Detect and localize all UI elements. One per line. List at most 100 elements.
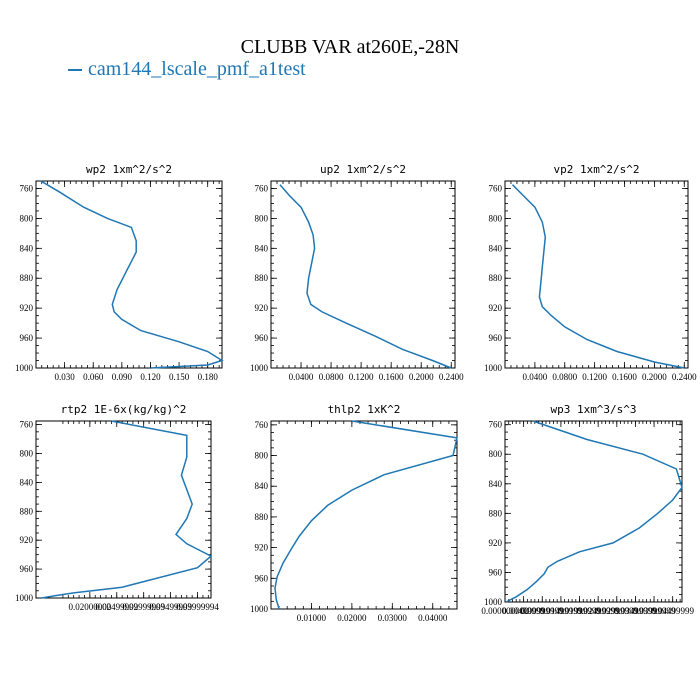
y-tick-label: 960 bbox=[20, 333, 34, 343]
panel-3: vp2 1xm^2/s^2 760 800 840 880 920 960 1000 0.040… bbox=[484, 163, 697, 382]
y-tick-label: 840 bbox=[489, 479, 503, 489]
y-tick-label: 960 bbox=[255, 573, 269, 583]
y-tick-label: 920 bbox=[489, 538, 503, 548]
y-tick-label: 840 bbox=[20, 477, 34, 487]
y-tick-label: 1000 bbox=[250, 604, 269, 614]
x-tick-label: 0.2000 bbox=[642, 372, 667, 382]
y-tick-label: 920 bbox=[20, 535, 34, 545]
y-tick-label: 760 bbox=[255, 183, 269, 193]
plot-frame bbox=[35, 180, 223, 369]
y-tick-label: 840 bbox=[255, 243, 269, 253]
panel-title: thlp2 1xK^2 bbox=[328, 403, 401, 416]
y-tick-label: 800 bbox=[20, 449, 34, 459]
plot-frame bbox=[270, 420, 458, 610]
panel-1: wp2 1xm^2/s^2 760 800 840 880 920 960 1000 0.030… bbox=[15, 163, 224, 382]
legend-label: cam144_lscale_pmf_a1test bbox=[88, 58, 306, 80]
y-tick-label: 760 bbox=[489, 420, 503, 430]
y-tick-label: 920 bbox=[489, 303, 503, 313]
x-tick-label: 0.02499999 bbox=[577, 606, 620, 616]
x-tick-label: 0.0400 bbox=[523, 372, 548, 382]
x-tick-label: 0.000000000 bbox=[481, 606, 529, 616]
y-tick-label: 1000 bbox=[250, 363, 269, 373]
plot-frame bbox=[504, 180, 689, 369]
x-tick-label: 0.02999999 bbox=[122, 602, 165, 612]
y-tick-label: 800 bbox=[255, 213, 269, 223]
y-tick-label: 760 bbox=[489, 183, 503, 193]
y-tick-label: 1000 bbox=[15, 593, 34, 603]
x-tick-label: 0.04499999 bbox=[651, 606, 694, 616]
y-tick-label: 840 bbox=[255, 481, 269, 491]
x-tick-label: 0.02999999 bbox=[595, 606, 638, 616]
panel-title: wp2 1xm^2/s^2 bbox=[86, 163, 172, 176]
y-tick-label: 880 bbox=[489, 273, 503, 283]
panel-6: wp3 1xm^3/s^3 760 800 840 880 920 960 10000.000… bbox=[481, 403, 694, 616]
y-tick-label: 920 bbox=[255, 303, 269, 313]
y-tick-label: 880 bbox=[255, 273, 269, 283]
panel-5: thlp2 1xK^2 760 800 840 880 920 960 1000 0.01000… bbox=[250, 403, 458, 623]
x-tick-label: 0.1200 bbox=[349, 372, 374, 382]
panel-title: vp2 1xm^2/s^2 bbox=[553, 163, 639, 176]
x-tick-label: 0.02499999 bbox=[95, 602, 138, 612]
x-tick-label: 0.02000000 bbox=[68, 602, 111, 612]
x-tick-label: 0.01999999 bbox=[558, 606, 601, 616]
y-tick-label: 1000 bbox=[15, 363, 34, 373]
y-tick-label: 800 bbox=[489, 449, 503, 459]
y-tick-label: 920 bbox=[255, 543, 269, 553]
x-tick-label: 0.00499999 bbox=[502, 606, 545, 616]
panel-title: wp3 1xm^3/s^3 bbox=[550, 403, 636, 416]
panel-title: rtp2 1E-6x(kg/kg)^2 bbox=[61, 403, 187, 416]
x-tick-label: 0.03499999 bbox=[149, 602, 192, 612]
y-tick-label: 960 bbox=[20, 564, 34, 574]
series-line bbox=[505, 420, 683, 603]
x-tick-label: 0.150 bbox=[169, 372, 190, 382]
x-tick-label: 0.03999994 bbox=[176, 602, 219, 612]
x-tick-label: 0.03000 bbox=[378, 613, 408, 623]
y-tick-label: 1000 bbox=[484, 597, 503, 607]
x-tick-label: 0.2000 bbox=[409, 372, 434, 382]
y-tick-label: 840 bbox=[20, 243, 34, 253]
figure-title: CLUBB VAR at260E,-28N bbox=[240, 36, 460, 58]
legend-line-swatch bbox=[68, 69, 82, 72]
x-tick-label: 0.03999999 bbox=[633, 606, 676, 616]
y-tick-label: 760 bbox=[20, 420, 34, 430]
x-tick-label: 0.180 bbox=[198, 372, 219, 382]
x-tick-label: 0.03499999 bbox=[614, 606, 657, 616]
y-tick-label: 960 bbox=[489, 333, 503, 343]
x-tick-label: 0.04000 bbox=[418, 613, 448, 623]
series-line bbox=[274, 420, 458, 610]
x-tick-label: 0.1200 bbox=[582, 372, 607, 382]
x-tick-label: 0.0400 bbox=[289, 372, 314, 382]
panel-4: rtp2 1E-6x(kg/kg)^2 760 800 840 880 920 960 100… bbox=[15, 403, 219, 612]
series-line bbox=[279, 184, 452, 369]
y-tick-label: 1000 bbox=[484, 363, 503, 373]
plot-frame bbox=[504, 420, 683, 603]
x-tick-label: 0.2400 bbox=[672, 372, 697, 382]
x-tick-label: 0.02000 bbox=[337, 613, 367, 623]
x-tick-label: 0.1600 bbox=[612, 372, 637, 382]
y-tick-label: 880 bbox=[489, 508, 503, 518]
series-line bbox=[40, 180, 224, 369]
plot-frame bbox=[35, 420, 212, 599]
y-tick-label: 960 bbox=[255, 333, 269, 343]
x-tick-label: 0.1600 bbox=[379, 372, 404, 382]
series-line bbox=[511, 184, 685, 369]
y-tick-label: 760 bbox=[255, 420, 269, 430]
y-tick-label: 960 bbox=[489, 567, 503, 577]
y-tick-label: 800 bbox=[20, 213, 34, 223]
x-tick-label: 0.060 bbox=[83, 372, 104, 382]
plot-frame bbox=[270, 180, 456, 369]
series-line bbox=[41, 420, 213, 599]
x-tick-label: 0.2400 bbox=[439, 372, 464, 382]
y-tick-label: 880 bbox=[255, 512, 269, 522]
y-tick-label: 800 bbox=[489, 213, 503, 223]
x-tick-label: 0.030 bbox=[54, 372, 75, 382]
y-tick-label: 760 bbox=[20, 183, 34, 193]
x-tick-label: 0.01499999 bbox=[540, 606, 583, 616]
y-tick-label: 840 bbox=[489, 243, 503, 253]
legend: cam144_lscale_pmf_a1test bbox=[68, 58, 306, 81]
y-tick-label: 880 bbox=[20, 506, 34, 516]
x-tick-label: 0.0800 bbox=[319, 372, 344, 382]
x-tick-label: 0.120 bbox=[140, 372, 161, 382]
y-tick-label: 880 bbox=[20, 273, 34, 283]
